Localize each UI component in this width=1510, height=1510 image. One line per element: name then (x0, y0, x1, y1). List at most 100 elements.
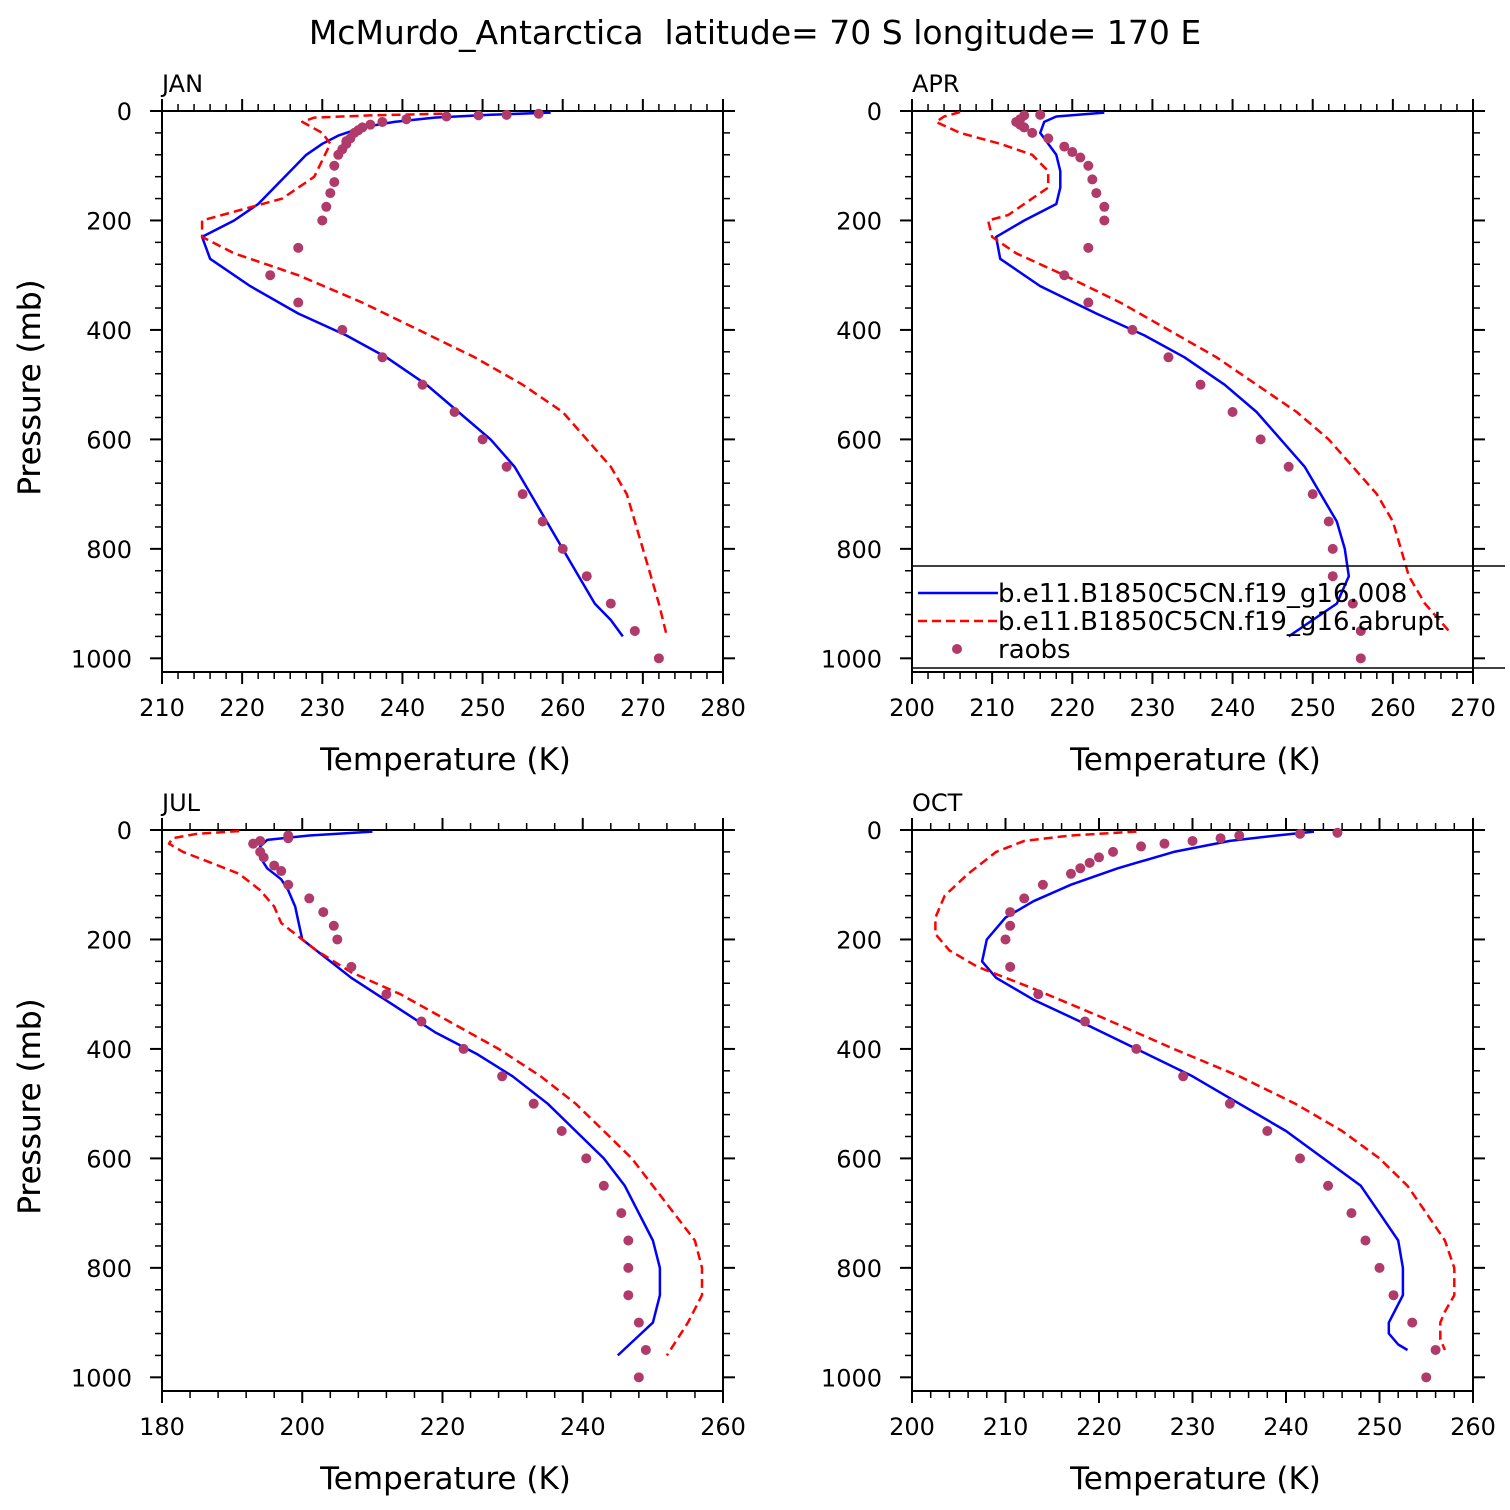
x-tick-label-apr: 210 (969, 694, 1015, 722)
y-axis-label-jul: Pressure (mb) (12, 998, 48, 1214)
raobs-point-jan (325, 188, 336, 199)
abrupt-line-jan (200, 112, 669, 637)
raobs-point-jul (623, 1290, 634, 1301)
legend-swatch-dot (952, 644, 962, 654)
raobs-point-oct (1019, 893, 1030, 904)
figure-title: McMurdo_Antarctica latitude= 70 S longit… (309, 13, 1201, 52)
y-axis-label-apr: Pressure (mb) (12, 279, 48, 495)
x-tick-label-apr: 250 (1290, 694, 1336, 722)
plot-frame-apr (911, 110, 1474, 673)
raobs-point-oct (1005, 961, 1016, 972)
raobs-point-oct (1178, 1071, 1189, 1082)
y-tick-label-jul: 800 (86, 1255, 132, 1283)
raobs-point-apr (1327, 543, 1338, 554)
raobs-point-oct (1346, 1208, 1357, 1219)
raobs-point-apr (1059, 141, 1070, 152)
raobs-point-apr (1227, 407, 1238, 418)
raobs-point-jan (265, 270, 276, 281)
raobs-point-oct (1108, 846, 1119, 857)
raobs-point-jan (337, 324, 348, 335)
raobs-point-apr (1323, 516, 1334, 527)
series-group-apr (934, 111, 1450, 638)
raobs-point-oct (1084, 857, 1095, 868)
raobs-point-jul (283, 833, 294, 844)
plot-frame-jul (161, 829, 724, 1392)
raobs-point-jul (283, 879, 294, 890)
y-tick-label-apr: 600 (836, 426, 882, 454)
raobs-point-oct (1421, 1372, 1432, 1383)
raobs-point-jan (333, 149, 344, 160)
raobs-point-jan (501, 461, 512, 472)
raobs-point-jul (640, 1344, 651, 1355)
raobs-point-oct (1136, 841, 1147, 852)
raobs-point-apr (1019, 122, 1030, 133)
x-tick-label-jan: 240 (380, 694, 426, 722)
raobs-point-jul (556, 1126, 567, 1137)
raobs-point-oct (1065, 868, 1076, 879)
raobs-point-jan (449, 407, 460, 418)
panel-apr: 200 210 220 230 240 250 260 270 0 200 400 600 800 100… (12, 70, 1496, 778)
x-tick-label-jan: 270 (620, 694, 666, 722)
raobs-point-oct (1005, 920, 1016, 931)
raobs-point-jul (581, 1153, 592, 1164)
raobs-point-jul (633, 1372, 644, 1383)
raobs-point-apr (1355, 653, 1366, 664)
raobs-point-jul (616, 1208, 627, 1219)
y-tick-label-jan: 0 (117, 98, 132, 126)
x-tick-label-jan: 280 (700, 694, 746, 722)
x-tick-label-apr: 260 (1370, 694, 1416, 722)
raobs-point-apr (1163, 352, 1174, 363)
raobs-point-jan (517, 489, 528, 500)
y-tick-label-jul: 0 (117, 817, 132, 845)
raobs-point-oct (1187, 835, 1198, 846)
raobs-point-oct (1234, 830, 1245, 841)
raobs-point-oct (1159, 838, 1170, 849)
raobs-point-jul (623, 1235, 634, 1246)
raobs-point-apr (1091, 188, 1102, 199)
raobs-point-apr (1035, 109, 1046, 120)
raobs-point-jan (501, 109, 512, 120)
raobs-point-jul (598, 1180, 609, 1191)
panel-oct: 200 210 220 230 240 250 260 0 200 400 600 800 1000 OC… (12, 789, 1496, 1497)
y-tick-label-apr: 200 (836, 207, 882, 235)
x-tick-label-jul: 200 (279, 1413, 325, 1441)
x-axis-label-oct: Temperature (K) (1069, 1461, 1321, 1497)
y-tick-label-jan: 1000 (71, 645, 132, 673)
raobs-point-jul (258, 852, 269, 863)
panel-jul: 180 200 220 240 260 0 200 400 600 800 1000 JUL Tempe… (12, 789, 746, 1497)
raobs-point-apr (1099, 201, 1110, 212)
raobs-point-oct (1075, 863, 1086, 874)
y-tick-label-oct: 200 (836, 926, 882, 954)
raobs-point-apr (1027, 127, 1038, 138)
raobs-point-oct (1037, 879, 1048, 890)
raobs-point-apr (1099, 215, 1110, 226)
raobs-point-jan (533, 108, 544, 119)
y-axis-label-jan: Pressure (mb) (12, 279, 48, 495)
raobs-point-apr (1127, 324, 1138, 335)
raobs-point-oct (1005, 907, 1016, 918)
x-axis-label-apr: Temperature (K) (1069, 742, 1321, 778)
abrupt-line-jul (167, 829, 704, 1357)
raobs-point-oct (1332, 827, 1343, 838)
raobs-point-jan (377, 116, 388, 127)
x-tick-label-jan: 220 (219, 694, 265, 722)
raobs-point-jan (605, 598, 616, 609)
plot-frame-jan (161, 110, 724, 673)
panel-title-oct: OCT (912, 789, 963, 817)
raobs-point-oct (1388, 1290, 1399, 1301)
raobs-point-oct (1131, 1043, 1142, 1054)
raobs-point-oct (1360, 1235, 1371, 1246)
raobs-point-jul (318, 907, 329, 918)
x-tick-label-apr: 270 (1450, 694, 1496, 722)
raobs-point-apr (1283, 461, 1294, 472)
legend: b.e11.B1850C5CN.f19_g16.008 b.e11.B1850C… (912, 565, 1505, 669)
raobs-point-oct (1323, 1180, 1334, 1191)
raobs-point-jan (317, 215, 328, 226)
raobs-point-jul (416, 1016, 427, 1027)
raobs-point-apr (1075, 152, 1086, 163)
raobs-point-apr (1083, 160, 1094, 171)
control-line-jan (200, 111, 624, 638)
raobs-point-jul (528, 1098, 539, 1109)
y-tick-label-apr: 1000 (821, 645, 882, 673)
raobs-point-jul (346, 961, 357, 972)
